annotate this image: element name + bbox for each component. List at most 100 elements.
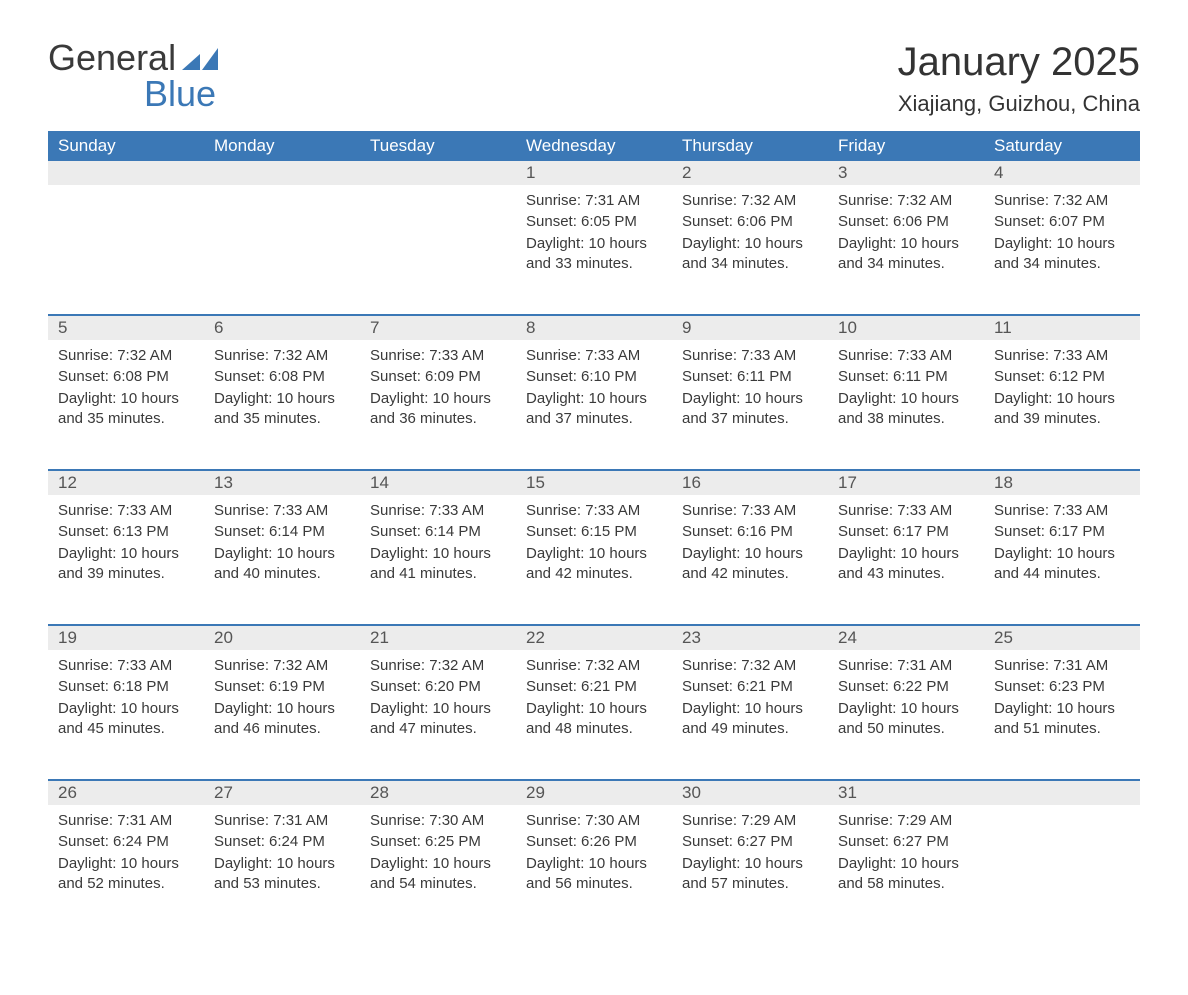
sunrise-text: Sunrise: 7:32 AM	[214, 346, 350, 366]
day-number-cell: 23	[672, 625, 828, 650]
sunset-text: Sunset: 6:21 PM	[526, 677, 662, 697]
day-content-cell: Sunrise: 7:32 AMSunset: 6:07 PMDaylight:…	[984, 185, 1140, 315]
sunrise-text: Sunrise: 7:33 AM	[994, 346, 1130, 366]
day-number-cell: 2	[672, 161, 828, 185]
day-content-cell: Sunrise: 7:32 AMSunset: 6:21 PMDaylight:…	[672, 650, 828, 780]
brand-line1: General	[48, 40, 218, 76]
day-content-row: Sunrise: 7:31 AMSunset: 6:24 PMDaylight:…	[48, 805, 1140, 935]
brand-word2: Blue	[48, 76, 218, 112]
sunset-text: Sunset: 6:23 PM	[994, 677, 1130, 697]
sunrise-text: Sunrise: 7:32 AM	[838, 191, 974, 211]
sunrise-text: Sunrise: 7:31 AM	[526, 191, 662, 211]
weekday-header: Friday	[828, 131, 984, 161]
day-number-cell: 1	[516, 161, 672, 185]
day-content-cell: Sunrise: 7:30 AMSunset: 6:26 PMDaylight:…	[516, 805, 672, 935]
day-content-cell	[984, 805, 1140, 935]
daylight-text: Daylight: 10 hours and 35 minutes.	[58, 389, 194, 430]
day-number-cell: 7	[360, 315, 516, 340]
day-number-cell: 18	[984, 470, 1140, 495]
day-content-cell: Sunrise: 7:33 AMSunset: 6:10 PMDaylight:…	[516, 340, 672, 470]
day-number-cell	[204, 161, 360, 185]
day-number-cell	[984, 780, 1140, 805]
daylight-text: Daylight: 10 hours and 51 minutes.	[994, 699, 1130, 740]
sunrise-text: Sunrise: 7:31 AM	[994, 656, 1130, 676]
sunrise-text: Sunrise: 7:30 AM	[370, 811, 506, 831]
daylight-text: Daylight: 10 hours and 45 minutes.	[58, 699, 194, 740]
sunset-text: Sunset: 6:27 PM	[682, 832, 818, 852]
day-number-cell: 21	[360, 625, 516, 650]
day-content-cell: Sunrise: 7:31 AMSunset: 6:24 PMDaylight:…	[204, 805, 360, 935]
sunset-text: Sunset: 6:25 PM	[370, 832, 506, 852]
day-number-row: 19202122232425	[48, 625, 1140, 650]
sunset-text: Sunset: 6:24 PM	[58, 832, 194, 852]
day-number-cell: 25	[984, 625, 1140, 650]
daylight-text: Daylight: 10 hours and 42 minutes.	[682, 544, 818, 585]
sunrise-text: Sunrise: 7:31 AM	[58, 811, 194, 831]
sunrise-text: Sunrise: 7:32 AM	[58, 346, 194, 366]
daylight-text: Daylight: 10 hours and 58 minutes.	[838, 854, 974, 895]
calendar-head: SundayMondayTuesdayWednesdayThursdayFrid…	[48, 131, 1140, 161]
daylight-text: Daylight: 10 hours and 39 minutes.	[994, 389, 1130, 430]
sunrise-text: Sunrise: 7:32 AM	[682, 191, 818, 211]
sunrise-text: Sunrise: 7:32 AM	[214, 656, 350, 676]
sunset-text: Sunset: 6:21 PM	[682, 677, 818, 697]
sunrise-text: Sunrise: 7:33 AM	[370, 346, 506, 366]
day-number-cell: 15	[516, 470, 672, 495]
day-content-cell: Sunrise: 7:30 AMSunset: 6:25 PMDaylight:…	[360, 805, 516, 935]
day-content-cell	[48, 185, 204, 315]
daylight-text: Daylight: 10 hours and 52 minutes.	[58, 854, 194, 895]
sunrise-text: Sunrise: 7:31 AM	[838, 656, 974, 676]
daylight-text: Daylight: 10 hours and 42 minutes.	[526, 544, 662, 585]
sunset-text: Sunset: 6:12 PM	[994, 367, 1130, 387]
day-number-cell: 5	[48, 315, 204, 340]
daylight-text: Daylight: 10 hours and 49 minutes.	[682, 699, 818, 740]
day-number-cell	[360, 161, 516, 185]
day-content-cell: Sunrise: 7:31 AMSunset: 6:22 PMDaylight:…	[828, 650, 984, 780]
month-title: January 2025	[898, 40, 1140, 85]
daylight-text: Daylight: 10 hours and 54 minutes.	[370, 854, 506, 895]
sunset-text: Sunset: 6:14 PM	[214, 522, 350, 542]
sunset-text: Sunset: 6:06 PM	[838, 212, 974, 232]
day-number-cell: 13	[204, 470, 360, 495]
day-content-cell: Sunrise: 7:33 AMSunset: 6:13 PMDaylight:…	[48, 495, 204, 625]
location: Xiajiang, Guizhou, China	[898, 91, 1140, 117]
daylight-text: Daylight: 10 hours and 50 minutes.	[838, 699, 974, 740]
sunset-text: Sunset: 6:06 PM	[682, 212, 818, 232]
sunset-text: Sunset: 6:05 PM	[526, 212, 662, 232]
day-number-cell: 17	[828, 470, 984, 495]
day-number-cell: 30	[672, 780, 828, 805]
daylight-text: Daylight: 10 hours and 57 minutes.	[682, 854, 818, 895]
day-number-cell: 26	[48, 780, 204, 805]
day-content-cell: Sunrise: 7:31 AMSunset: 6:05 PMDaylight:…	[516, 185, 672, 315]
sunset-text: Sunset: 6:17 PM	[994, 522, 1130, 542]
weekday-header: Saturday	[984, 131, 1140, 161]
day-number-cell: 20	[204, 625, 360, 650]
day-content-cell: Sunrise: 7:33 AMSunset: 6:18 PMDaylight:…	[48, 650, 204, 780]
flag-icon	[182, 46, 218, 70]
sunrise-text: Sunrise: 7:30 AM	[526, 811, 662, 831]
daylight-text: Daylight: 10 hours and 40 minutes.	[214, 544, 350, 585]
day-content-cell: Sunrise: 7:32 AMSunset: 6:20 PMDaylight:…	[360, 650, 516, 780]
day-number-cell: 16	[672, 470, 828, 495]
brand-logo: General Blue	[48, 40, 218, 112]
sunset-text: Sunset: 6:22 PM	[838, 677, 974, 697]
sunset-text: Sunset: 6:15 PM	[526, 522, 662, 542]
day-number-cell: 31	[828, 780, 984, 805]
sunset-text: Sunset: 6:20 PM	[370, 677, 506, 697]
day-number-cell: 8	[516, 315, 672, 340]
day-content-cell: Sunrise: 7:32 AMSunset: 6:08 PMDaylight:…	[204, 340, 360, 470]
day-content-row: Sunrise: 7:32 AMSunset: 6:08 PMDaylight:…	[48, 340, 1140, 470]
sunrise-text: Sunrise: 7:33 AM	[370, 501, 506, 521]
day-number-cell: 29	[516, 780, 672, 805]
day-number-cell: 19	[48, 625, 204, 650]
day-content-cell: Sunrise: 7:29 AMSunset: 6:27 PMDaylight:…	[828, 805, 984, 935]
sunrise-text: Sunrise: 7:32 AM	[994, 191, 1130, 211]
sunrise-text: Sunrise: 7:33 AM	[58, 501, 194, 521]
weekday-header: Sunday	[48, 131, 204, 161]
daylight-text: Daylight: 10 hours and 47 minutes.	[370, 699, 506, 740]
day-content-cell: Sunrise: 7:29 AMSunset: 6:27 PMDaylight:…	[672, 805, 828, 935]
daylight-text: Daylight: 10 hours and 48 minutes.	[526, 699, 662, 740]
day-content-cell: Sunrise: 7:33 AMSunset: 6:14 PMDaylight:…	[204, 495, 360, 625]
day-number-cell: 10	[828, 315, 984, 340]
weekday-header: Thursday	[672, 131, 828, 161]
